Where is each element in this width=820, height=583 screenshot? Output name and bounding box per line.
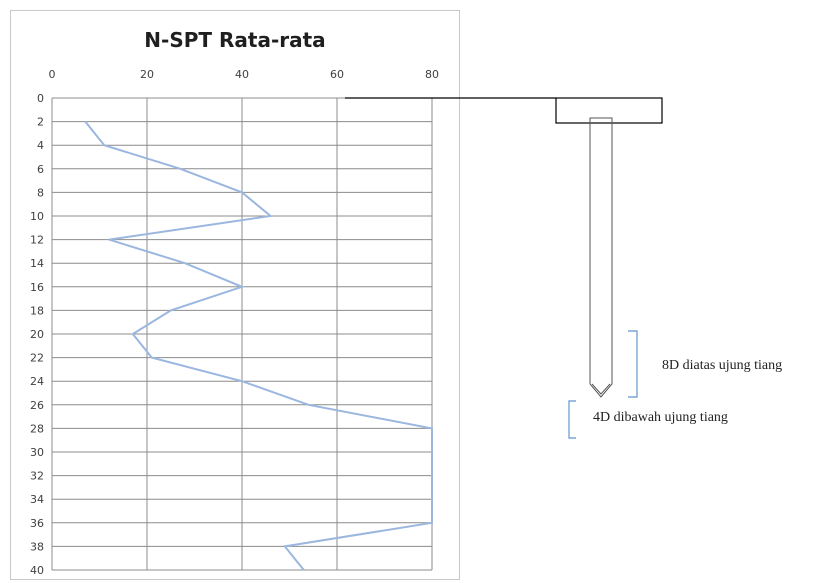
y-tick-label: 2 (37, 116, 44, 129)
x-tick-label: 80 (425, 68, 439, 81)
bracket-below-tip (568, 400, 576, 439)
y-tick-label: 20 (30, 328, 44, 341)
y-tick-label: 24 (30, 375, 44, 388)
pile-tip (591, 383, 611, 395)
y-tick-label: 14 (30, 257, 44, 270)
pile-shaft (589, 117, 613, 398)
series-layer (84, 120, 433, 571)
chart-frame (10, 10, 460, 580)
y-tick-label: 10 (30, 210, 44, 223)
y-tick-label: 8 (37, 186, 44, 199)
y-tick-label: 28 (30, 422, 44, 435)
y-tick-label: 4 (37, 139, 44, 152)
pile-cap (555, 97, 663, 124)
y-tick-label: 30 (30, 446, 44, 459)
grid-layer (51, 97, 433, 571)
y-tick-label: 38 (30, 540, 44, 553)
y-tick-label: 12 (30, 234, 44, 247)
chart-title: N-SPT Rata-rata (144, 28, 326, 52)
y-tick-label: 32 (30, 470, 44, 483)
y-tick-label: 26 (30, 399, 44, 412)
x-tick-label: 20 (140, 68, 154, 81)
y-tick-label: 0 (37, 92, 44, 105)
y-tick-label: 6 (37, 163, 44, 176)
y-tick-label: 22 (30, 352, 44, 365)
pile-diagram: 8D diatas ujung tiang 4D dibawah ujung t… (345, 97, 782, 439)
x-tick-label: 0 (49, 68, 56, 81)
y-tick-label: 36 (30, 517, 44, 530)
y-tick-label: 34 (30, 493, 44, 506)
label-below-tip: 4D dibawah ujung tiang (593, 410, 728, 425)
bracket-above-tip (628, 330, 638, 398)
y-tick-label: 18 (30, 304, 44, 317)
x-tick-label: 60 (330, 68, 344, 81)
x-tick-label: 40 (235, 68, 249, 81)
label-above-tip: 8D diatas ujung tiang (662, 358, 782, 373)
y-tick-label: 40 (30, 564, 44, 577)
series-line (84, 120, 433, 571)
y-tick-label: 16 (30, 281, 44, 294)
